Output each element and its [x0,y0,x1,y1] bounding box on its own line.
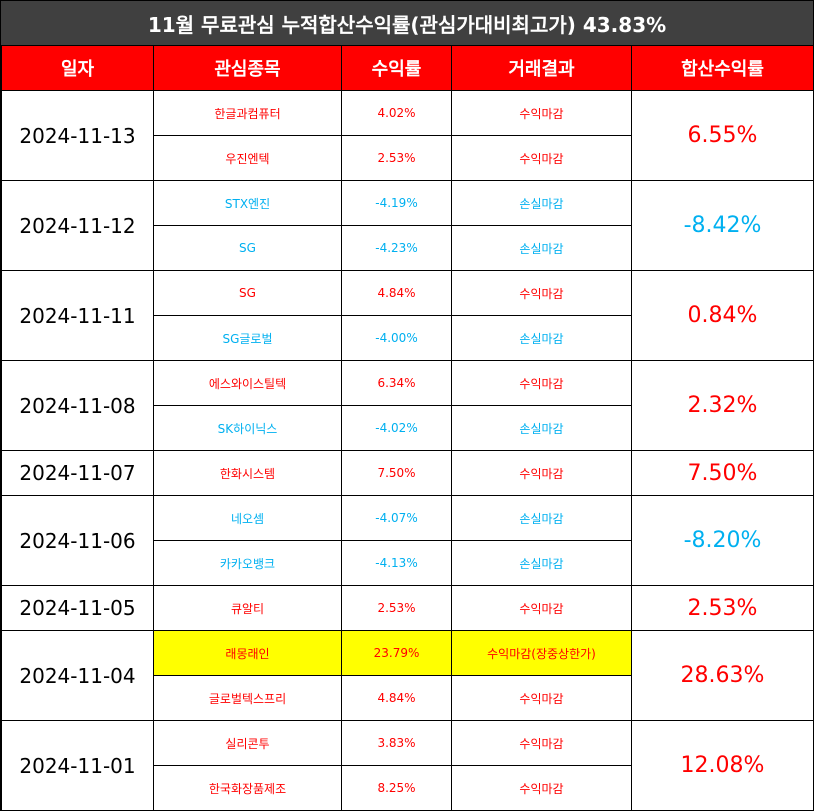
page-title: 11월 무료관심 누적합산수익률(관심가대비최고가) 43.83% [1,1,813,46]
stock-name-cell: 우진엔텍 [153,135,342,181]
header-stock: 관심종목 [153,46,342,91]
table-row: 글로벌텍스프리 4.84% 수익마감 [2,675,814,721]
result-cell: 수익마감 [451,765,632,810]
stock-name-cell: 한국화장품제조 [153,765,342,810]
table-row: 2024-11-04 래몽래인 23.79% 수익마감(장중상한가) 28.63% [1,630,813,721]
stock-name-cell: STX엔진 [153,180,342,226]
result-cell: 수익마감 [451,90,632,136]
total-return-cell: 6.55% [631,90,813,181]
return-cell: 2.53% [341,135,452,181]
table-row: 2024-11-08 에스와이스틸텍 6.34% 수익마감 2.32% [1,360,813,451]
table-row: 2024-11-12 STX엔진 -4.19% 손실마감 -8.42% [1,180,813,271]
stock-name-cell: 네오셈 [153,495,342,541]
stock-name-cell: 래몽래인 [153,630,342,676]
stock-name-cell: 에스와이스틸텍 [153,360,342,406]
total-return-cell: -8.42% [631,180,813,271]
result-cell: 수익마감 [451,135,632,181]
date-cell: 2024-11-11 [1,270,154,361]
total-return-cell: 28.63% [631,630,813,721]
total-return-cell: 12.08% [631,720,813,810]
stock-name-cell: 큐알티 [153,585,342,631]
return-cell: 2.53% [341,585,452,631]
total-return-cell: 7.50% [631,450,813,496]
result-cell: 손실마감 [451,405,632,451]
stock-name-cell: 글로벌텍스프리 [153,675,342,721]
table-row: SG -4.23% 손실마감 [2,225,814,271]
result-cell: 수익마감 [451,585,632,631]
result-cell: 손실마감 [451,495,632,541]
header-total: 합산수익률 [631,46,813,91]
date-cell: 2024-11-04 [1,630,154,721]
result-cell: 손실마감 [451,540,632,586]
date-cell: 2024-11-08 [1,360,154,451]
result-cell: 수익마감 [451,360,632,406]
return-cell: 3.83% [341,720,452,766]
table-row: SG글로벌 -4.00% 손실마감 [2,315,814,361]
table-row: 우진엔텍 2.53% 수익마감 [2,135,814,181]
table-row: 한국화장품제조 8.25% 수익마감 [2,765,814,810]
return-cell: 8.25% [341,765,452,810]
return-cell: -4.00% [341,315,452,361]
return-cell: 7.50% [341,450,452,496]
date-cell: 2024-11-12 [1,180,154,271]
stock-name-cell: SK하이닉스 [153,405,342,451]
return-cell: -4.07% [341,495,452,541]
return-cell: 4.02% [341,90,452,136]
return-cell: -4.13% [341,540,452,586]
result-cell: 손실마감 [451,225,632,271]
result-cell: 수익마감 [451,675,632,721]
table-row: 2024-11-07 한화시스템 7.50% 수익마감 7.50% [1,450,813,496]
result-cell: 수익마감 [451,720,632,766]
table-row: 2024-11-05 큐알티 2.53% 수익마감 2.53% [1,585,813,631]
returns-table: 일자 관심종목 수익률 거래결과 합산수익률 2024-11-13 한글과컴퓨터 4… [1,46,814,810]
stock-name-cell: 카카오뱅크 [153,540,342,586]
table-header-row: 일자 관심종목 수익률 거래결과 합산수익률 [1,46,813,91]
stock-name-cell: SG [153,225,342,271]
return-cell: -4.23% [341,225,452,271]
total-return-cell: 0.84% [631,270,813,361]
return-cell: 4.84% [341,675,452,721]
table-row: 2024-11-06 네오셈 -4.07% 손실마감 -8.20% [1,495,813,586]
return-cell: 4.84% [341,270,452,316]
total-return-cell: 2.32% [631,360,813,451]
date-cell: 2024-11-01 [1,720,154,810]
stock-name-cell: 실리콘투 [153,720,342,766]
return-cell: -4.02% [341,405,452,451]
table-row: 카카오뱅크 -4.13% 손실마감 [2,540,814,586]
table-row: 2024-11-13 한글과컴퓨터 4.02% 수익마감 6.55% [1,90,813,181]
date-cell: 2024-11-13 [1,90,154,181]
date-cell: 2024-11-06 [1,495,154,586]
result-cell: 손실마감 [451,180,632,226]
return-cell: 6.34% [341,360,452,406]
header-date: 일자 [1,46,154,91]
header-return: 수익률 [341,46,452,91]
result-cell: 수익마감 [451,270,632,316]
result-cell: 손실마감 [451,315,632,361]
total-return-cell: 2.53% [631,585,813,631]
total-return-cell: -8.20% [631,495,813,586]
stock-name-cell: 한화시스템 [153,450,342,496]
stock-name-cell: 한글과컴퓨터 [153,90,342,136]
date-cell: 2024-11-05 [1,585,154,631]
return-cell: -4.19% [341,180,452,226]
result-cell: 수익마감 [451,450,632,496]
result-cell: 수익마감(장중상한가) [451,630,632,676]
date-cell: 2024-11-07 [1,450,154,496]
stock-name-cell: SG글로벌 [153,315,342,361]
return-cell: 23.79% [341,630,452,676]
table-row: 2024-11-01 실리콘투 3.83% 수익마감 12.08% [1,720,813,810]
header-result: 거래결과 [451,46,632,91]
stock-name-cell: SG [153,270,342,316]
table-row: SK하이닉스 -4.02% 손실마감 [2,405,814,451]
table-row: 2024-11-11 SG 4.84% 수익마감 0.84% [1,270,813,361]
table-body: 2024-11-13 한글과컴퓨터 4.02% 수익마감 6.55% 우진엔텍 2.53% 수… [1,90,814,810]
